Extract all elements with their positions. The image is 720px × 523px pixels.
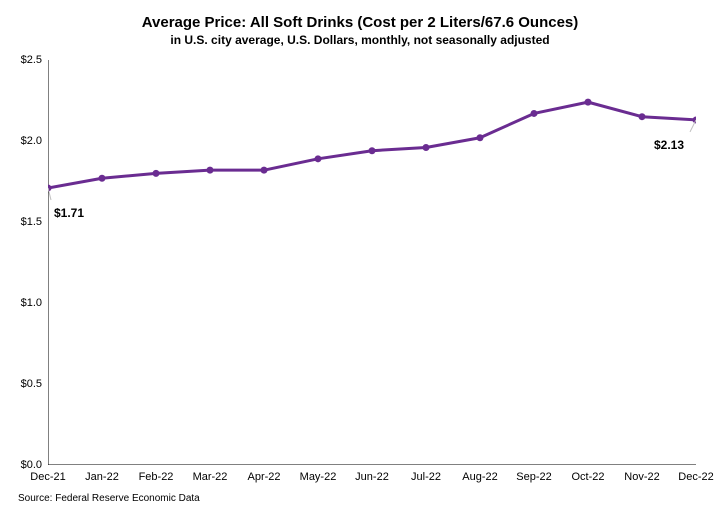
x-tick-label: Jan-22: [85, 471, 119, 483]
x-tick-label: Jul-22: [411, 471, 441, 483]
y-tick-label: $2.5: [21, 54, 48, 66]
x-tick-label: Sep-22: [516, 471, 551, 483]
x-tick-label: Jun-22: [355, 471, 389, 483]
series-marker: [315, 155, 322, 162]
series-marker: [639, 113, 646, 120]
x-tick-label: Dec-22: [678, 471, 713, 483]
series-marker: [585, 99, 592, 106]
y-tick-label: $0.5: [21, 378, 48, 390]
series-marker: [477, 134, 484, 141]
x-tick-label: Apr-22: [247, 471, 280, 483]
y-tick-label: $1.0: [21, 297, 48, 309]
chart-subtitle: in U.S. city average, U.S. Dollars, mont…: [0, 31, 720, 47]
y-tick-label: $2.0: [21, 135, 48, 147]
series-marker: [423, 144, 430, 151]
y-tick-label: $1.5: [21, 216, 48, 228]
data-callout: $2.13: [654, 138, 684, 152]
series-marker: [99, 175, 106, 182]
y-tick-label: $0.0: [21, 459, 48, 471]
chart-container: Average Price: All Soft Drinks (Cost per…: [0, 0, 720, 523]
chart-title: Average Price: All Soft Drinks (Cost per…: [0, 0, 720, 31]
x-tick-label: Oct-22: [571, 471, 604, 483]
x-tick-label: Aug-22: [462, 471, 497, 483]
series-marker: [531, 110, 538, 117]
x-tick-label: Mar-22: [193, 471, 228, 483]
data-callout: $1.71: [54, 206, 84, 220]
source-line: Source: Federal Reserve Economic Data: [18, 493, 200, 504]
x-tick-label: Feb-22: [139, 471, 174, 483]
series-line: [48, 102, 696, 188]
x-tick-label: Nov-22: [624, 471, 659, 483]
series-marker: [369, 147, 376, 154]
series-marker: [207, 167, 214, 174]
chart-plot-area: $0.0$0.5$1.0$1.5$2.0$2.5Dec-21Jan-22Feb-…: [48, 60, 696, 465]
chart-svg: [48, 60, 696, 465]
series-marker: [261, 167, 268, 174]
x-tick-label: May-22: [300, 471, 337, 483]
x-tick-label: Dec-21: [30, 471, 65, 483]
series-marker: [153, 170, 160, 177]
